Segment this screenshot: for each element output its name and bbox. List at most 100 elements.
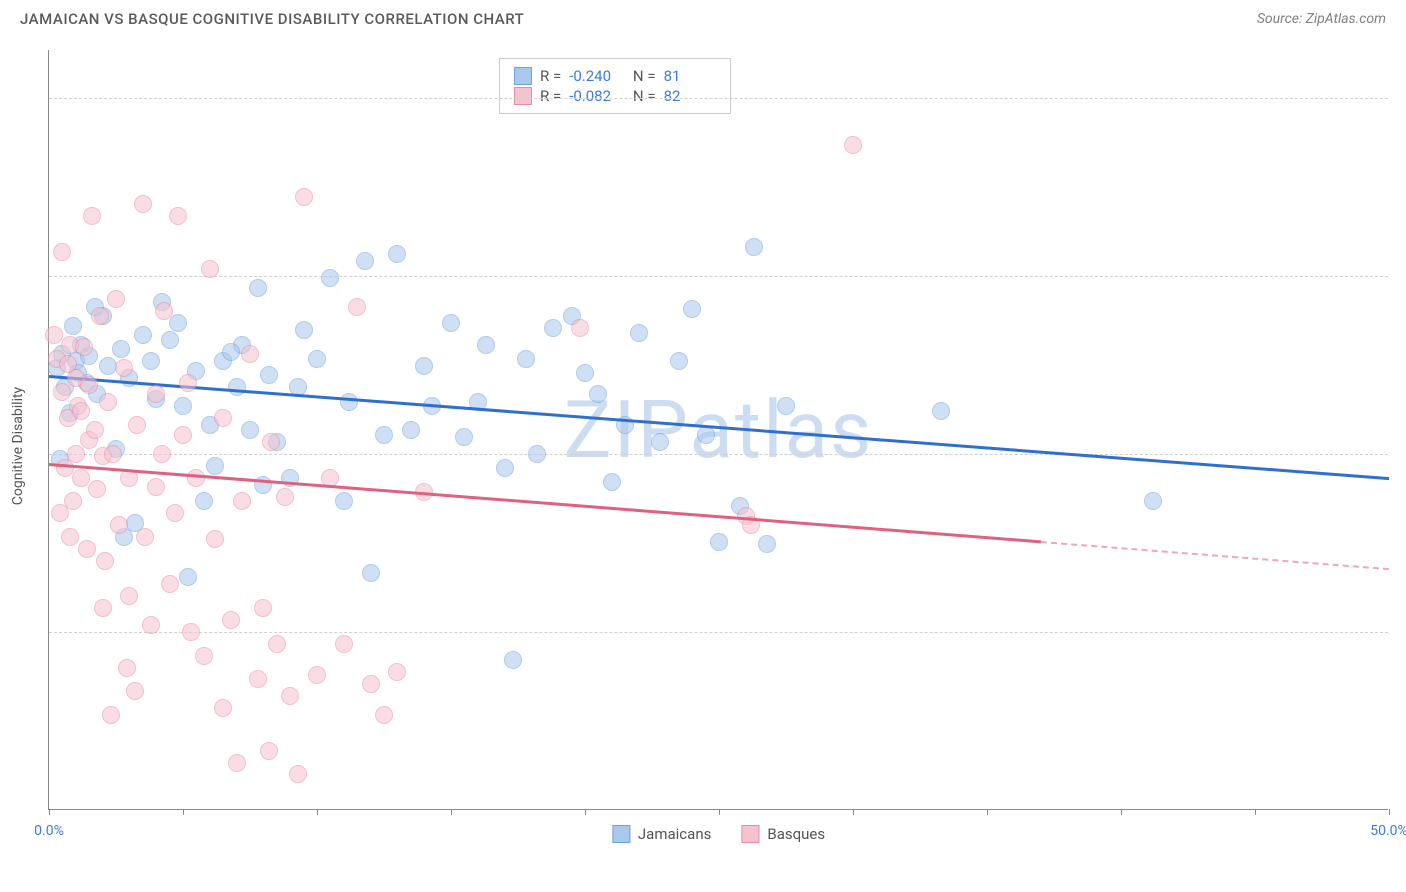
data-point — [214, 409, 232, 427]
data-point — [147, 478, 165, 496]
legend-series-item: Jamaicans — [612, 825, 711, 843]
data-point — [206, 457, 224, 475]
data-point — [576, 364, 594, 382]
data-point — [517, 350, 535, 368]
data-point — [335, 635, 353, 653]
y-axis-label: Cognitive Disability — [10, 387, 26, 505]
data-point — [589, 385, 607, 403]
data-point — [75, 338, 93, 356]
data-point — [107, 290, 125, 308]
n-label: N = — [629, 67, 655, 85]
data-point — [222, 343, 240, 361]
data-point — [128, 416, 146, 434]
x-tick — [585, 809, 586, 815]
data-point — [72, 402, 90, 420]
x-tick — [183, 809, 184, 815]
x-tick — [1389, 809, 1390, 815]
data-point — [340, 393, 358, 411]
data-point — [321, 269, 339, 287]
data-point — [262, 433, 280, 451]
data-point — [455, 428, 473, 446]
legend-series-label: Jamaicans — [638, 825, 711, 843]
data-point — [777, 397, 795, 415]
data-point — [254, 599, 272, 617]
legend-series-item: Basques — [741, 825, 825, 843]
data-point — [169, 207, 187, 225]
data-point — [91, 307, 109, 325]
chart-title: JAMAICAN VS BASQUE COGNITIVE DISABILITY … — [20, 10, 524, 28]
data-point — [249, 279, 267, 297]
data-point — [195, 647, 213, 665]
data-point — [78, 540, 96, 558]
data-point — [86, 421, 104, 439]
data-point — [161, 575, 179, 593]
data-point — [147, 385, 165, 403]
legend-stat-row: R = -0.240 N = 81 — [514, 67, 716, 85]
data-point — [153, 445, 171, 463]
data-point — [442, 314, 460, 332]
data-point — [241, 345, 259, 363]
data-point — [295, 188, 313, 206]
correlation-legend: R = -0.240 N = 81 R = -0.082 N = 82 — [499, 58, 731, 114]
data-point — [142, 352, 160, 370]
data-point — [260, 366, 278, 384]
x-tick — [853, 809, 854, 815]
n-value: 82 — [664, 87, 716, 105]
data-point — [375, 706, 393, 724]
data-point — [174, 397, 192, 415]
data-point — [260, 742, 278, 760]
data-point — [94, 599, 112, 617]
x-tick — [317, 809, 318, 815]
data-point — [206, 530, 224, 548]
data-point — [102, 706, 120, 724]
r-label: R = — [540, 87, 561, 105]
data-point — [281, 687, 299, 705]
r-value: -0.082 — [569, 87, 621, 105]
data-point — [528, 445, 546, 463]
data-point — [289, 765, 307, 783]
y-tick-label: 22.5% — [1398, 268, 1406, 284]
series-legend: Jamaicans Basques — [612, 825, 825, 843]
data-point — [504, 651, 522, 669]
gridline — [49, 276, 1388, 277]
data-point — [1144, 492, 1162, 510]
data-point — [179, 568, 197, 586]
x-tick — [1121, 809, 1122, 815]
data-point — [112, 340, 130, 358]
data-point — [544, 319, 562, 337]
data-point — [710, 533, 728, 551]
data-point — [348, 298, 366, 316]
data-point — [375, 426, 393, 444]
data-point — [241, 421, 259, 439]
data-point — [61, 528, 79, 546]
data-point — [308, 666, 326, 684]
watermark-text: ZIPatlas — [564, 383, 874, 477]
data-point — [603, 473, 621, 491]
data-point — [195, 492, 213, 510]
data-point — [118, 659, 136, 677]
source-label: Source: ZipAtlas.com — [1257, 11, 1386, 27]
data-point — [155, 302, 173, 320]
data-point — [356, 252, 374, 270]
data-point — [844, 136, 862, 154]
data-point — [142, 616, 160, 634]
r-value: -0.240 — [569, 67, 621, 85]
x-tick — [49, 809, 50, 815]
data-point — [110, 516, 128, 534]
data-point — [201, 260, 219, 278]
data-point — [64, 492, 82, 510]
y-tick-label: 7.5% — [1398, 624, 1406, 640]
y-tick-label: 30.0% — [1398, 90, 1406, 106]
scatter-chart: ZIPatlas R = -0.240 N = 81 R = -0.082 N =… — [48, 50, 1388, 810]
x-tick — [987, 809, 988, 815]
data-point — [228, 754, 246, 772]
data-point — [571, 319, 589, 337]
data-point — [758, 535, 776, 553]
data-point — [104, 445, 122, 463]
data-point — [99, 393, 117, 411]
data-point — [932, 402, 950, 420]
data-point — [388, 663, 406, 681]
data-point — [45, 326, 63, 344]
data-point — [166, 504, 184, 522]
data-point — [67, 445, 85, 463]
